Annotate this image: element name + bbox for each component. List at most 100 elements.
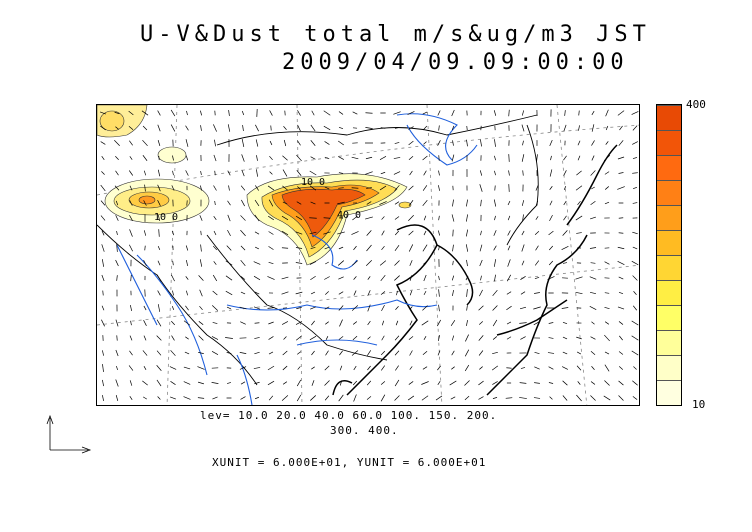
wind-arrow [604,351,610,355]
wind-arrow [183,366,191,370]
wind-arrow [422,244,428,252]
wind-arrow [310,124,316,132]
wind-arrow [309,231,317,235]
map-canvas: 10 0 10 0 40 0 [97,105,639,405]
wind-arrow [521,124,525,132]
wind-arrow [241,154,245,162]
wind-arrow [171,306,175,310]
wind-arrow [183,396,191,400]
wind-arrow [393,157,401,159]
wind-arrow [157,396,161,400]
wind-arrow [438,275,440,281]
wind-arrow [632,380,638,386]
wind-arrow [309,185,317,191]
wind-arrow [296,306,302,310]
map-title-timestamp: 2009/04/09.09:00:00 [282,50,629,75]
wind-arrow [408,336,414,340]
wind-arrow [143,230,147,236]
wind-arrow [438,304,440,312]
wind-arrow [520,336,526,340]
wind-arrow [564,110,566,116]
wind-arrow [353,290,357,296]
wind-arrow [184,351,190,355]
wind-arrow [591,186,595,190]
wind-arrow [479,170,483,176]
wind-arrow [632,186,638,190]
wind-arrow [522,110,524,116]
wind-arrow [115,170,119,176]
wind-arrow [633,291,637,295]
wind-arrow [367,336,371,340]
wind-arrow [100,184,106,192]
wind-arrow [590,200,596,206]
wind-arrow [438,289,440,297]
colorbar-segment [657,180,681,205]
wind-arrow [129,380,133,386]
colorbar-segment [657,230,681,255]
wind-arrow [130,320,132,326]
wind-arrow [506,321,512,325]
wind-arrow [507,230,511,236]
wind-arrow [381,335,385,341]
wind-arrow [522,214,524,222]
wind-arrow [409,170,413,176]
wind-arrow [492,381,498,385]
wind-arrow [494,215,496,221]
wind-arrow [142,139,148,147]
wind-arrow [169,366,177,370]
wind-arrow [310,246,316,250]
wind-arrow [466,305,468,311]
wind-arrow [325,350,329,356]
wind-arrow [632,157,638,159]
wind-arrow [478,396,484,400]
wind-arrow [534,292,540,294]
wind-arrow [449,380,457,386]
wind-arrow [227,214,231,222]
wind-arrow [156,365,162,371]
wind-arrow [240,245,246,251]
wind-arrow [325,321,329,325]
wind-arrow [409,350,413,356]
wind-arrow [297,140,301,146]
wind-arrow [519,306,527,310]
wind-arrow [605,109,609,117]
wind-arrow [395,306,399,310]
wind-arrow [295,291,303,295]
wind-arrow [603,395,611,401]
wind-arrow [256,155,258,161]
wind-arrow [548,260,554,266]
wind-arrow [590,336,596,340]
wind-arrow [562,380,568,386]
wind-arrow [521,260,525,266]
wind-arrow [534,276,540,280]
wind-arrow [438,215,440,221]
wind-arrow [605,125,609,131]
wind-arrow [507,215,511,221]
wind-arrow [366,201,372,205]
wind-arrow [339,380,343,386]
wind-arrow [199,215,203,221]
wind-arrow [227,200,231,206]
wind-arrow [170,109,176,117]
wind-arrow [212,322,218,324]
dust-plume-northwest [97,105,187,164]
wind-arrow [549,214,553,222]
wind-arrow [366,230,372,236]
wind-arrow [351,231,359,235]
wind-arrow [337,231,345,235]
wind-arrow [380,291,386,295]
wind-arrow [295,231,303,235]
colorbar-segment [657,355,681,380]
wind-arrow [422,185,428,191]
wind-arrow [353,245,357,251]
wind-arrow [254,351,260,355]
wind-arrow [254,214,260,222]
wind-arrow [478,305,484,311]
wind-arrow [408,185,414,191]
wind-arrow [407,395,415,401]
wind-arrow [494,274,496,282]
wind-arrow [408,126,414,130]
wind-arrow [338,336,344,340]
wind-arrow [268,321,274,325]
wind-arrow [604,321,610,325]
